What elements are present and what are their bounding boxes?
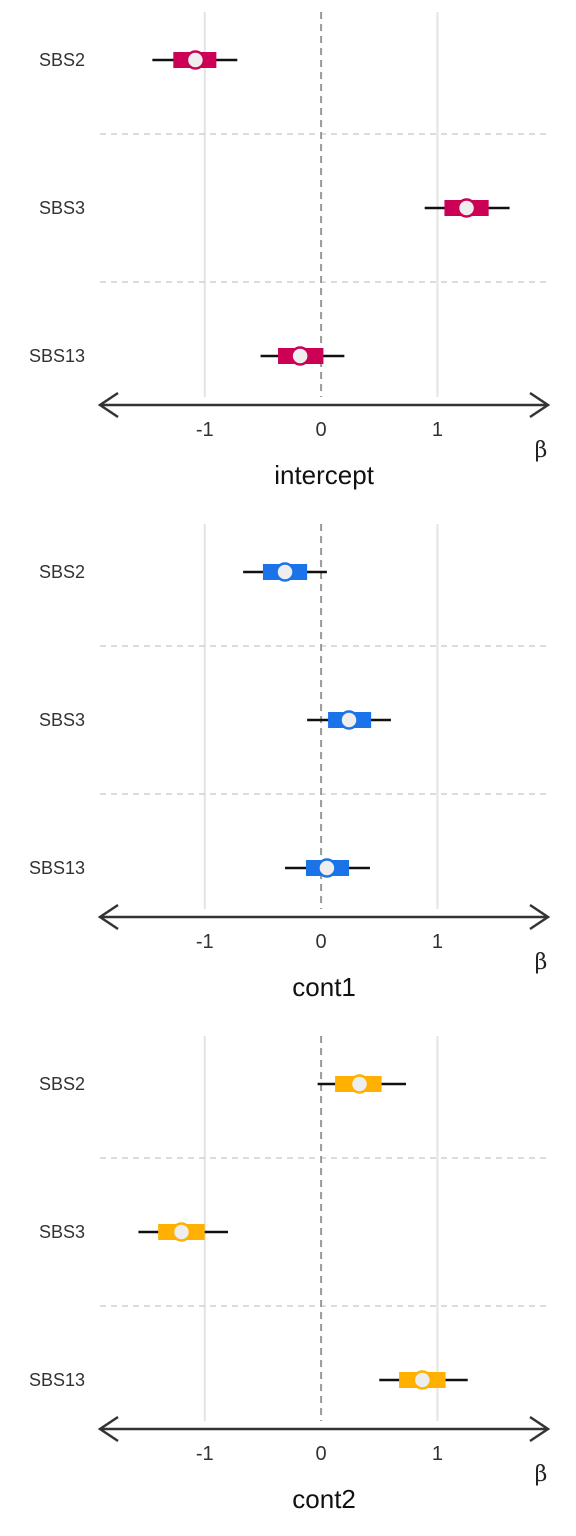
panel-title: intercept (274, 460, 374, 490)
axis-symbol-beta: β (535, 1462, 548, 1487)
panel-title: cont1 (292, 972, 356, 1002)
forest-panel: SBS2 SBS3 SBS13 -1 0 1 β intercept (29, 12, 551, 490)
x-tick-label: 0 (316, 419, 327, 441)
category-label: SBS3 (39, 1222, 85, 1242)
mean-point (412, 1370, 433, 1390)
category-label: SBS3 (39, 710, 85, 730)
mean-point (339, 710, 359, 730)
x-tick-label: 1 (432, 1443, 443, 1465)
mean-point (456, 198, 477, 218)
category-label: SBS2 (39, 50, 85, 70)
x-axis-right-arrowhead (529, 391, 551, 419)
x-axis-left-arrowhead (97, 903, 119, 931)
category-label: SBS13 (29, 1370, 85, 1390)
mean-point (317, 858, 337, 878)
category-label: SBS3 (39, 198, 85, 218)
x-axis-right-arrowhead (529, 903, 551, 931)
mean-point (185, 50, 206, 70)
axis-symbol-beta: β (535, 438, 548, 463)
x-tick-label: 1 (432, 931, 443, 953)
forest-panel: SBS2 SBS3 SBS13 -1 0 1 β cont2 (29, 1036, 551, 1514)
x-tick-label: 0 (316, 931, 327, 953)
category-label: SBS13 (29, 858, 85, 878)
axis-symbol-beta: β (535, 950, 548, 975)
x-tick-label: 0 (316, 1443, 327, 1465)
x-axis-right-arrowhead (529, 1415, 551, 1443)
category-label: SBS13 (29, 346, 85, 366)
mean-point (349, 1074, 370, 1094)
x-axis-left-arrowhead (97, 391, 119, 419)
category-label: SBS2 (39, 562, 85, 582)
x-tick-label: -1 (196, 419, 214, 441)
mean-point (290, 346, 310, 366)
x-tick-label: 1 (432, 419, 443, 441)
mean-point (275, 562, 295, 582)
x-axis-left-arrowhead (97, 1415, 119, 1443)
x-tick-label: -1 (196, 931, 214, 953)
x-tick-label: -1 (196, 1443, 214, 1465)
mean-point (171, 1222, 192, 1242)
panel-title: cont2 (292, 1484, 356, 1514)
category-label: SBS2 (39, 1074, 85, 1094)
forest-panel: SBS2 SBS3 SBS13 -1 0 1 β cont1 (29, 524, 551, 1002)
